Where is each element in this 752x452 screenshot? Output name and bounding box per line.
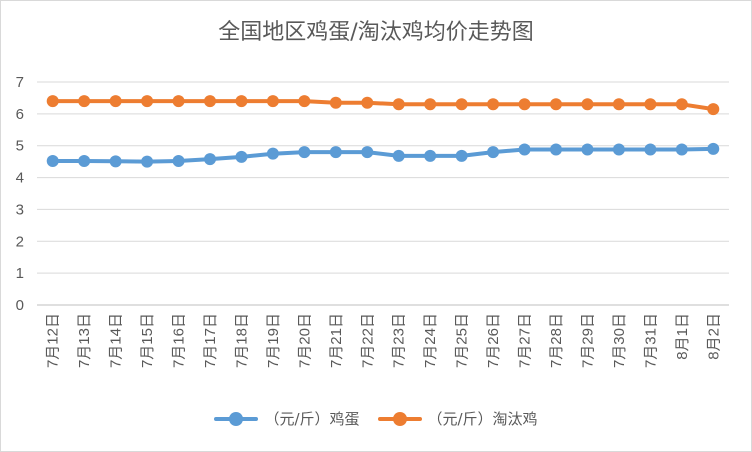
data-point bbox=[298, 95, 311, 108]
x-tick-label: 7月12日 bbox=[45, 313, 62, 368]
y-tick-label: 1 bbox=[16, 265, 24, 282]
x-tick-label: 7月16日 bbox=[171, 313, 188, 368]
legend-item-egg[interactable]: （元/斤）鸡蛋 bbox=[214, 408, 360, 429]
x-tick-label: 7月13日 bbox=[76, 313, 93, 368]
data-point bbox=[329, 96, 342, 109]
data-point bbox=[329, 146, 342, 159]
data-point bbox=[172, 155, 185, 168]
data-point bbox=[518, 143, 531, 156]
x-tick-label: 7月29日 bbox=[579, 313, 596, 368]
x-tick-label: 7月25日 bbox=[454, 313, 471, 368]
data-point bbox=[392, 149, 405, 162]
data-point bbox=[707, 103, 720, 116]
data-point bbox=[518, 98, 531, 111]
x-tick-label: 7月17日 bbox=[202, 313, 219, 368]
data-point bbox=[109, 155, 122, 168]
data-point bbox=[78, 155, 91, 168]
data-point bbox=[675, 143, 688, 156]
x-tick-label: 7月20日 bbox=[296, 313, 313, 368]
data-point bbox=[707, 142, 720, 155]
data-point bbox=[78, 95, 91, 108]
data-point bbox=[455, 149, 468, 162]
data-point bbox=[361, 96, 374, 109]
y-tick-label: 2 bbox=[16, 233, 24, 250]
legend-item-culled-hen[interactable]: （元/斤）淘汰鸡 bbox=[377, 408, 538, 429]
data-point bbox=[644, 143, 657, 156]
x-tick-label: 7月21日 bbox=[328, 313, 345, 368]
data-point bbox=[675, 98, 688, 111]
data-point bbox=[361, 146, 374, 159]
data-point bbox=[424, 98, 437, 111]
y-tick-label: 5 bbox=[16, 138, 24, 155]
x-tick-label: 7月30日 bbox=[611, 313, 628, 368]
data-point bbox=[487, 98, 500, 111]
data-point bbox=[141, 155, 154, 168]
legend-swatch-culled-hen bbox=[377, 411, 422, 426]
y-tick-label: 3 bbox=[16, 201, 24, 218]
data-point bbox=[550, 98, 562, 111]
series-line bbox=[50, 99, 716, 112]
x-tick-label: 7月31日 bbox=[642, 313, 659, 368]
series-line bbox=[50, 146, 716, 164]
x-tick-label: 8月1日 bbox=[674, 313, 691, 360]
x-tick-label: 8月2日 bbox=[705, 313, 722, 360]
x-tick-label: 7月26日 bbox=[485, 313, 502, 368]
data-point bbox=[612, 143, 625, 156]
data-point bbox=[487, 146, 500, 159]
data-point bbox=[266, 95, 279, 108]
data-point bbox=[46, 155, 59, 168]
data-point bbox=[204, 153, 216, 166]
data-point bbox=[455, 98, 468, 111]
data-point bbox=[204, 95, 216, 108]
data-point bbox=[581, 98, 594, 111]
chart-title: 全国地区鸡蛋/淘汰鸡均价走势图 bbox=[218, 20, 534, 45]
x-tick-label: 7月22日 bbox=[359, 313, 376, 368]
data-point bbox=[109, 95, 122, 108]
legend-label-culled-hen: （元/斤）淘汰鸡 bbox=[427, 410, 538, 428]
x-tick-label: 7月28日 bbox=[548, 313, 565, 368]
data-point bbox=[644, 98, 657, 111]
x-tick-label: 7月23日 bbox=[391, 313, 408, 368]
data-point bbox=[424, 149, 437, 162]
x-tick-label: 7月18日 bbox=[233, 313, 250, 368]
y-tick-label: 7 bbox=[16, 74, 24, 91]
data-point bbox=[235, 150, 248, 163]
legend-swatch-egg bbox=[214, 411, 259, 426]
legend-label-egg: （元/斤）鸡蛋 bbox=[264, 410, 360, 428]
data-point bbox=[581, 143, 594, 156]
data-point bbox=[612, 98, 625, 111]
data-point bbox=[298, 146, 311, 159]
data-point bbox=[392, 98, 405, 111]
data-point bbox=[550, 143, 562, 156]
x-tick-label: 7月24日 bbox=[422, 313, 439, 368]
x-tick-label: 7月15日 bbox=[139, 313, 156, 368]
data-point bbox=[172, 95, 185, 108]
data-point bbox=[46, 95, 59, 108]
x-tick-label: 7月19日 bbox=[265, 313, 282, 368]
data-point bbox=[266, 147, 279, 160]
x-tick-label: 7月14日 bbox=[108, 313, 125, 368]
y-tick-label: 4 bbox=[16, 170, 24, 187]
x-tick-label: 7月27日 bbox=[517, 313, 534, 368]
chart-legend: （元/斤）鸡蛋 （元/斤）淘汰鸡 bbox=[0, 408, 752, 429]
data-point bbox=[235, 95, 248, 108]
y-tick-label: 6 bbox=[16, 106, 24, 123]
data-point bbox=[141, 95, 154, 108]
y-tick-label: 0 bbox=[16, 297, 24, 314]
